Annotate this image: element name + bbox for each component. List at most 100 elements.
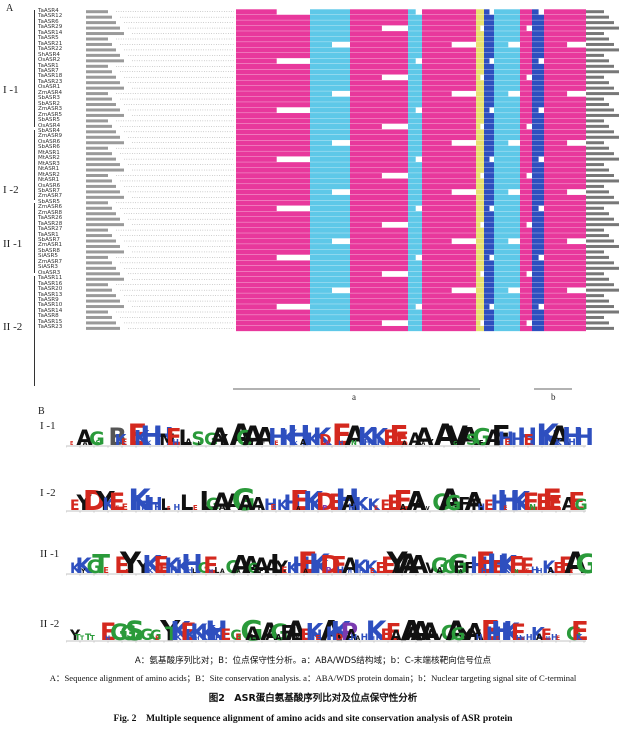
logo-residue: H (337, 566, 345, 576)
alignment-block-band (494, 194, 520, 201)
logo-residue: G (442, 556, 458, 578)
alignment-residues (86, 21, 116, 25)
alignment-block-band (484, 238, 494, 244)
logo-residue: A (439, 483, 462, 517)
alignment-block-band (532, 189, 544, 195)
logo-residue: G (575, 495, 588, 514)
logo-residue: F (479, 439, 484, 447)
alignment-block-band (408, 205, 416, 212)
alignment-residues (86, 113, 124, 117)
sequence-name: TaASR27 (38, 226, 63, 233)
alignment-residues (86, 261, 112, 265)
alignment-block-band (408, 178, 422, 184)
logo-residue: A (231, 550, 251, 579)
logo-residue: A (434, 418, 457, 452)
alignment-block-band (476, 102, 484, 108)
logo-residue: L (179, 426, 192, 450)
logo-residue: E (70, 441, 74, 447)
alignment-block-band (350, 25, 382, 31)
alignment-block-band (408, 123, 422, 130)
alignment-block-band (350, 85, 408, 91)
alignment-block-band (532, 9, 539, 15)
logo-residue: G (472, 425, 491, 451)
alignment-block-band (310, 42, 332, 48)
alignment-block-band (484, 145, 494, 151)
alignment-residues (86, 92, 108, 96)
logo-residue: E (159, 561, 169, 577)
alignment-block-band (532, 58, 539, 64)
alignment-block-band (310, 205, 350, 212)
logo-residue: A (242, 553, 260, 579)
alignment-block-band (476, 211, 484, 217)
alignment-block-band (350, 162, 408, 168)
logo-residue: G (204, 430, 218, 450)
alignment-residues (86, 239, 116, 243)
logo-residue: A (415, 423, 434, 451)
alignment-block-band (544, 69, 586, 75)
logo-residue: E (121, 438, 127, 448)
alignment-block-band (350, 140, 408, 146)
logo-residue: E (475, 546, 495, 580)
sequence-name: SiASR3 (38, 264, 58, 271)
logo-residue: A (230, 418, 253, 452)
logo-residue: V (425, 561, 436, 577)
panel-a-label: A (6, 3, 14, 14)
alignment-block-band (494, 260, 520, 266)
alignment-block-band (484, 293, 494, 299)
sequence-name: TaASR4 (38, 8, 59, 14)
alignment-block-band (236, 173, 310, 179)
logo-residue: E (220, 625, 231, 644)
alignment-residues (86, 97, 112, 101)
alignment-residues (86, 310, 108, 314)
logo-residue: A (320, 614, 342, 647)
alignment-block-band (494, 173, 520, 179)
sequence-name: ZmASR9 (38, 133, 63, 140)
alignment-residues (86, 244, 120, 248)
alignment-block-band (520, 25, 527, 31)
alignment-block-band (484, 162, 494, 168)
alignment-block-band (476, 194, 484, 201)
alignment-block-band (544, 129, 586, 135)
logo-residue: E (553, 559, 563, 577)
logo-residue: A (437, 566, 444, 575)
alignment-block-band (408, 42, 422, 48)
alignment-block-band (544, 31, 586, 37)
logo-residue: T (92, 550, 110, 580)
alignment-block-band (350, 173, 382, 179)
alignment-block-band (520, 20, 532, 26)
alignment-block-band (544, 255, 586, 261)
alignment-block-band (310, 80, 350, 86)
logo-residue: T (80, 635, 85, 642)
logo-residue: Y (248, 438, 256, 448)
alignment-block-band (236, 189, 310, 195)
logo-residue: S (96, 439, 101, 447)
alignment-block-band (544, 58, 586, 64)
alignment-residues (86, 163, 120, 167)
caption-chinese-title: 图2 ASR蛋白氨基酸序列比对及位点保守性分析 (208, 693, 418, 704)
logo-residue: G (236, 426, 252, 450)
alignment-block-band (476, 91, 484, 97)
alignment-block-band (236, 298, 310, 304)
alignment-block-band (544, 36, 586, 42)
alignment-block-band (408, 96, 422, 102)
sequence-name: SbASR8 (38, 247, 60, 254)
logo-residue: K (355, 494, 370, 515)
sequence-name: SbASR7 (38, 237, 60, 244)
alignment-block-band (310, 255, 350, 261)
logo-residue: G (431, 554, 448, 578)
alignment-block-band (532, 140, 544, 146)
alignment-block-band (310, 287, 332, 293)
alignment-block-band (236, 113, 310, 119)
alignment-block-band (532, 156, 539, 162)
alignment-block-band (544, 298, 586, 304)
alignment-block-band (236, 156, 277, 162)
logo-label-3: II -1 (40, 548, 60, 560)
alignment-block-band (422, 222, 476, 228)
alignment-block-band (350, 123, 382, 130)
logo-residue: D (83, 484, 106, 517)
logo-residue: L (270, 550, 287, 580)
alignment-block-band (408, 238, 422, 244)
logo-residue: G (432, 491, 450, 516)
alignment-block-band (236, 238, 310, 244)
alignment-block-band (544, 260, 586, 266)
